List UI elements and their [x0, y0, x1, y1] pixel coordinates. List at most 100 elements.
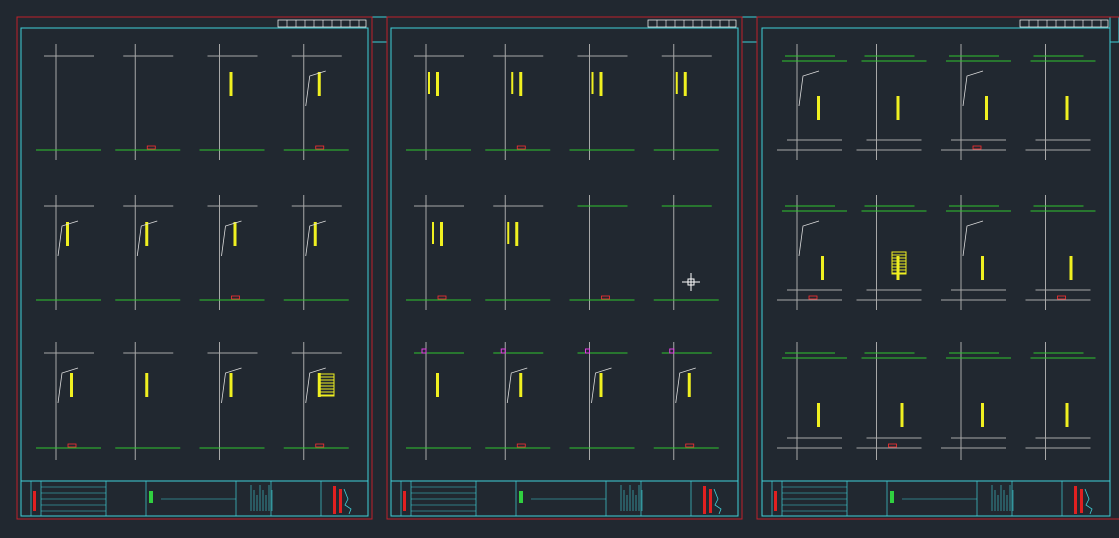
curve [798, 70, 820, 107]
yellow-bar [317, 72, 321, 96]
yellow-bar [896, 96, 900, 120]
top-strip [647, 19, 737, 28]
title-scribble [343, 488, 352, 515]
yellow-bar [599, 373, 603, 397]
title-green-mark [149, 491, 153, 503]
detail-drawing [777, 195, 847, 310]
detail-drawing [36, 44, 101, 160]
detail-drawing [199, 44, 265, 160]
detail-drawing [569, 342, 635, 460]
yellow-bar [313, 222, 317, 246]
yellow-bar [599, 72, 603, 96]
detail-drawing [653, 195, 719, 310]
curve [591, 367, 612, 404]
hatch-block [319, 373, 335, 397]
detail-drawing [485, 342, 551, 460]
detail-drawing [777, 342, 847, 460]
title-green-mark [890, 491, 894, 503]
title-scribble [713, 488, 722, 515]
yellow-bar [981, 403, 984, 427]
yellow-bar [436, 373, 439, 397]
detail-drawing [115, 342, 181, 460]
magenta-marker [585, 348, 590, 354]
title-red-mark [703, 486, 706, 514]
title-red-mark [339, 489, 342, 513]
hatch-frame [319, 373, 335, 397]
detail-drawing [856, 44, 927, 160]
detail-drawing [653, 342, 719, 460]
sheet-border [756, 16, 1119, 520]
yellow-bar [145, 373, 149, 397]
detail-drawing [36, 342, 101, 460]
red-marker [516, 443, 526, 448]
magenta-marker [669, 348, 675, 354]
curve [305, 220, 326, 257]
curve [57, 367, 79, 404]
title-red-mark [403, 491, 406, 511]
yellow-bar [229, 373, 233, 397]
curve [798, 220, 820, 257]
detail-drawing [283, 195, 349, 310]
yellow-bar [66, 222, 69, 246]
title-block [390, 480, 739, 517]
detail-drawing [406, 44, 471, 160]
yellow-bar [683, 72, 687, 96]
title-red-mark [333, 486, 336, 514]
yellow-bar [985, 96, 988, 120]
yellow-bar [436, 72, 439, 96]
yellow-bar [900, 403, 904, 427]
yellow-bar [432, 222, 434, 244]
title-red-mark [709, 489, 712, 513]
detail-drawing [941, 44, 1011, 160]
title-red-mark [774, 491, 777, 511]
detail-drawing [856, 342, 927, 460]
red-marker [888, 443, 897, 448]
yellow-bar [1065, 403, 1069, 427]
red-marker [601, 295, 610, 300]
cursor-box [687, 278, 695, 286]
yellow-bar [821, 256, 824, 280]
detail-drawing [485, 195, 551, 310]
red-marker [437, 295, 447, 300]
detail-drawing [777, 44, 847, 160]
detail-drawing [485, 44, 551, 160]
curve [136, 220, 158, 257]
title-red-mark [33, 491, 36, 511]
sheet [16, 16, 373, 520]
red-marker [315, 443, 325, 448]
curve [221, 367, 242, 404]
curve [675, 367, 696, 404]
red-marker [146, 145, 156, 150]
detail-drawing [569, 44, 635, 160]
curve [305, 70, 326, 107]
yellow-bar [317, 373, 321, 397]
top-strip [1019, 19, 1109, 28]
detail-drawing [1025, 342, 1096, 460]
yellow-bar [70, 373, 73, 397]
detail-drawing [1025, 44, 1096, 160]
detail-drawing [856, 195, 927, 310]
detail-drawing [199, 195, 265, 310]
top-strip [277, 19, 367, 28]
cursor [682, 273, 700, 291]
detail-drawing [941, 195, 1011, 310]
title-red-mark [1080, 489, 1083, 513]
red-marker [231, 295, 240, 300]
yellow-bar [1065, 96, 1069, 120]
detail-drawing [653, 44, 719, 160]
yellow-bar [817, 403, 820, 427]
red-marker [516, 145, 526, 150]
title-block [20, 480, 369, 517]
yellow-bar [981, 256, 984, 280]
detail-drawing [283, 342, 349, 460]
magenta-marker [421, 348, 427, 354]
yellow-bar [145, 222, 149, 246]
yellow-bar [896, 256, 900, 280]
red-marker [1057, 295, 1066, 300]
yellow-bar [511, 72, 514, 94]
red-marker [685, 443, 695, 448]
yellow-bar [1069, 256, 1073, 280]
title-scribble [1084, 488, 1093, 515]
